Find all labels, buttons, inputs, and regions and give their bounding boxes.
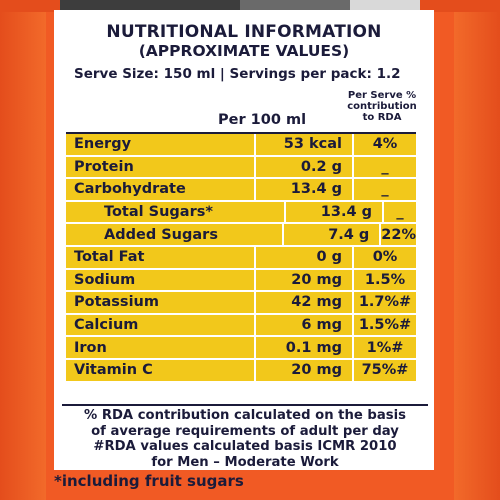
nutrient-rda: 1.7%# <box>358 294 412 311</box>
nutrient-name: Added Sugars <box>104 226 218 243</box>
nutrient-rda: 0% <box>372 249 398 266</box>
nutrient-rda: 22% <box>381 226 417 243</box>
table-row: Iron 0.1 mg 1%# <box>66 337 416 360</box>
nutrient-value: 0 g <box>316 249 342 266</box>
nutrient-name: Carbohydrate <box>74 181 186 198</box>
nutrient-value: 42 mg <box>291 294 342 311</box>
rda-note-line: % RDA contribution calculated on the bas… <box>84 408 406 423</box>
table-row: Vitamin C 20 mg 75%# <box>66 359 416 383</box>
package-top-strip <box>0 0 500 12</box>
nutrient-name: Vitamin C <box>74 362 153 379</box>
nutrition-table: Energy 53 kcal 4% Protein 0.2 g _ Carboh… <box>66 132 416 383</box>
rda-note-line: of average requirements of adult per day <box>91 423 399 439</box>
nutrient-rda: 75%# <box>361 362 409 379</box>
nutrient-value: 7.4 g <box>328 226 370 243</box>
rda-note: % RDA contribution calculated on the bas… <box>62 404 428 470</box>
nutrient-value: 0.1 mg <box>285 339 342 356</box>
nutrient-rda: 1%# <box>366 339 404 356</box>
nutrient-rda: 1.5%# <box>358 317 412 334</box>
nutrient-rda: 1.5% <box>364 271 406 288</box>
nutrient-value: 20 mg <box>291 271 342 288</box>
serve-info: Serve Size: 150 ml | Servings per pack: … <box>74 66 401 82</box>
nutrient-name: Calcium <box>74 317 139 334</box>
footnote-fruit-sugars: *including fruit sugars <box>54 472 244 490</box>
table-row: Energy 53 kcal 4% <box>66 134 416 157</box>
nutrient-value: 6 mg <box>301 317 342 334</box>
nutrient-value: 13.4 g <box>290 181 342 198</box>
package-background-right <box>454 0 500 500</box>
nutrient-name: Energy <box>74 136 132 153</box>
panel-subtitle: (APPROXIMATE VALUES) <box>138 42 350 60</box>
nutrient-rda: _ <box>381 181 389 198</box>
table-row: Sodium 20 mg 1.5% <box>66 269 416 293</box>
nutrient-name: Sodium <box>74 271 136 288</box>
nutrient-name: Total Sugars* <box>104 204 213 221</box>
nutrient-rda: 4% <box>372 136 398 153</box>
nutrient-name: Iron <box>74 339 107 356</box>
nutrient-name: Potassium <box>74 294 159 311</box>
table-row: Calcium 6 mg 1.5%# <box>66 314 416 338</box>
table-row: Added Sugars 7.4 g 22% <box>66 224 416 247</box>
rda-column-header: Per Serve % contribution to RDA <box>347 90 417 123</box>
nutrient-name: Total Fat <box>74 249 145 266</box>
rda-note-line: #RDA values calculated basis ICMR 2010 <box>93 439 397 454</box>
table-row: Total Fat 0 g 0% <box>66 246 416 270</box>
rda-note-line: for Men – Moderate Work <box>151 454 339 470</box>
per100-column-header: Per 100 ml <box>218 112 307 128</box>
panel-title: NUTRITIONAL INFORMATION <box>106 22 382 42</box>
nutrient-value: 53 kcal <box>283 136 342 153</box>
table-row: Total Sugars* 13.4 g _ <box>66 201 416 225</box>
nutrient-name: Protein <box>74 158 134 175</box>
nutrient-value: 20 mg <box>291 362 342 379</box>
package-background-left <box>0 0 46 500</box>
nutrient-value: 0.2 g <box>300 158 342 175</box>
nutrient-value: 13.4 g <box>320 204 372 221</box>
nutrition-panel: NUTRITIONAL INFORMATION (APPROXIMATE VAL… <box>54 10 434 470</box>
table-row: Potassium 42 mg 1.7%# <box>66 292 416 315</box>
table-row: Carbohydrate 13.4 g _ <box>66 179 416 202</box>
nutrient-rda: _ <box>381 158 389 175</box>
nutrient-rda: _ <box>396 204 404 221</box>
table-row: Protein 0.2 g _ <box>66 156 416 180</box>
